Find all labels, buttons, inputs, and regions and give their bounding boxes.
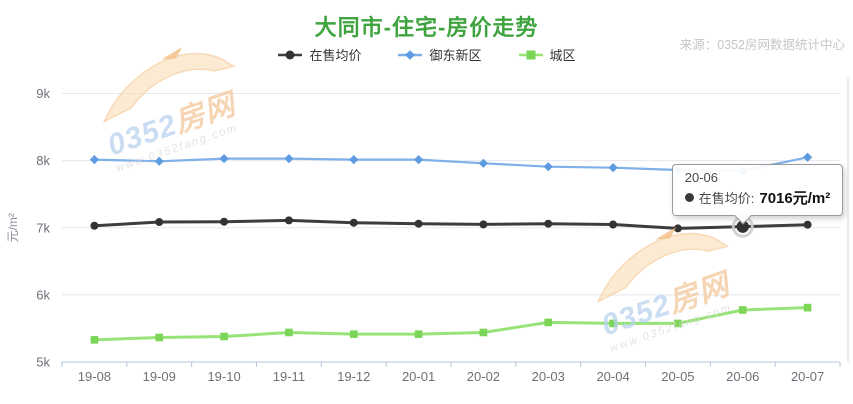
y-tick-label-7k: 7k xyxy=(36,220,50,235)
x-tick-label-19-10: 19-10 xyxy=(207,369,240,384)
point-avg-price-20-02[interactable] xyxy=(479,220,488,229)
point-chengqu-20-06[interactable] xyxy=(738,306,747,314)
legend-label-avg-price: 在售均价 xyxy=(309,48,362,63)
point-avg-price-19-10[interactable] xyxy=(220,217,229,226)
point-chengqu-19-10[interactable] xyxy=(220,332,228,341)
point-avg-price-19-08[interactable] xyxy=(90,221,99,230)
point-avg-price-19-11[interactable] xyxy=(284,216,293,225)
legend-item-yudong[interactable]: 御东新区 xyxy=(397,45,482,64)
chart-legend: 在售均价 御东新区 城区 xyxy=(0,45,853,64)
line-avg-price[interactable] xyxy=(92,218,810,230)
x-tick-label-19-08: 19-08 xyxy=(78,369,111,384)
chart-title: 大同市-住宅-房价走势 xyxy=(314,15,539,40)
point-avg-price-20-04[interactable] xyxy=(609,220,618,229)
legend-marker-square-icon xyxy=(518,50,543,59)
point-avg-price-20-03[interactable] xyxy=(544,219,553,228)
tooltip-series-label: 在售均价: xyxy=(698,190,755,206)
x-tick-label-19-12: 19-12 xyxy=(337,369,370,384)
point-yudong-20-03[interactable] xyxy=(543,162,553,172)
plot-area[interactable] xyxy=(62,74,840,363)
highlight-point-20-06[interactable] xyxy=(736,220,749,233)
point-yudong-20-01[interactable] xyxy=(413,155,424,165)
point-avg-price-19-09[interactable] xyxy=(155,218,164,227)
point-yudong-19-12[interactable] xyxy=(349,155,359,165)
point-chengqu-19-11[interactable] xyxy=(285,328,293,337)
line-chengqu[interactable] xyxy=(92,306,810,342)
point-avg-price-20-07[interactable] xyxy=(803,220,812,229)
point-avg-price-20-05[interactable] xyxy=(673,224,682,233)
point-yudong-20-04[interactable] xyxy=(608,163,618,173)
point-chengqu-20-05[interactable] xyxy=(674,319,682,328)
legend-marker-circle-icon xyxy=(278,50,303,59)
x-tick-label-20-04: 20-04 xyxy=(596,369,629,384)
point-yudong-20-02[interactable] xyxy=(478,158,489,168)
y-tick-label-8k: 8k xyxy=(36,153,50,168)
x-tick-label-20-07: 20-07 xyxy=(791,369,824,384)
tooltip-value: 7016元/m² xyxy=(759,189,831,207)
x-tick-label-20-06: 20-06 xyxy=(726,369,759,384)
x-tick-label-19-09: 19-09 xyxy=(143,369,176,384)
x-tick-label-20-01: 20-01 xyxy=(402,369,435,384)
y-tick-label-5k: 5k xyxy=(36,355,50,370)
tooltip-series-row: 在售均价: 7016元/m² xyxy=(684,187,831,208)
point-chengqu-20-07[interactable] xyxy=(803,303,812,312)
point-chengqu-19-09[interactable] xyxy=(155,333,164,342)
y-tick-label-6k: 6k xyxy=(36,287,50,302)
legend-item-chengqu[interactable]: 城区 xyxy=(518,45,576,64)
point-chengqu-20-04[interactable] xyxy=(609,319,617,328)
tooltip-category: 20-06 xyxy=(684,169,718,185)
point-avg-price-20-01[interactable] xyxy=(414,219,423,228)
point-yudong-19-09[interactable] xyxy=(154,156,164,166)
point-yudong-20-07[interactable] xyxy=(802,152,813,162)
point-avg-price-19-12[interactable] xyxy=(349,218,358,227)
point-yudong-19-11[interactable] xyxy=(284,154,294,164)
tooltip: 20-06 在售均价: 7016元/m² xyxy=(671,163,844,225)
legend-label-yudong: 御东新区 xyxy=(429,48,482,63)
point-yudong-19-10[interactable] xyxy=(219,154,229,164)
legend-marker-diamond-icon xyxy=(398,49,423,60)
y-axis-name: 元/m² xyxy=(6,213,20,242)
point-chengqu-20-03[interactable] xyxy=(544,318,553,327)
point-chengqu-19-08[interactable] xyxy=(90,336,99,344)
legend-label-chengqu: 城区 xyxy=(549,48,576,63)
point-chengqu-20-02[interactable] xyxy=(479,328,488,337)
x-tick-label-20-02: 20-02 xyxy=(467,369,500,384)
point-yudong-19-08[interactable] xyxy=(89,155,100,165)
point-chengqu-20-01[interactable] xyxy=(414,330,423,338)
y-tick-label-9k: 9k xyxy=(36,86,50,101)
source-credit: 来源：0352房网数据统计中心 xyxy=(679,38,845,52)
x-tick-label-19-11: 19-11 xyxy=(273,369,305,384)
series-marker-dot-icon xyxy=(684,192,694,202)
x-tick-label-20-05: 20-05 xyxy=(661,369,694,384)
point-chengqu-19-12[interactable] xyxy=(349,330,358,338)
legend-item-avg-price[interactable]: 在售均价 xyxy=(277,45,361,64)
x-tick-label-20-03: 20-03 xyxy=(532,369,565,384)
